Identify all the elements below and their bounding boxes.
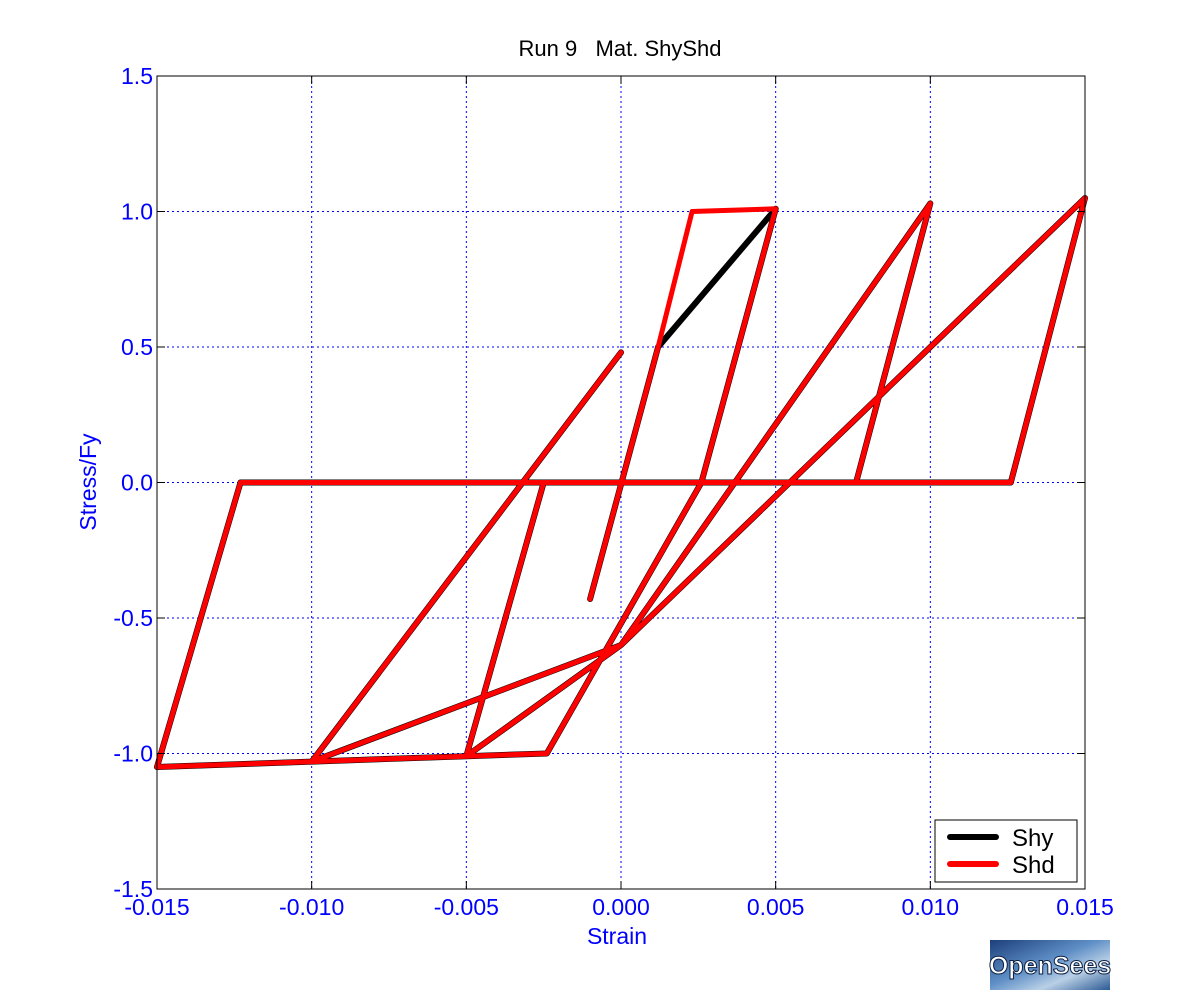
opensees-logo: OpenSees bbox=[988, 940, 1112, 990]
y-tick-label: 1.5 bbox=[121, 63, 153, 89]
y-axis: -1.5 -1.0 -0.5 0.0 0.5 1.0 1.5 bbox=[113, 63, 1085, 902]
chart-title: Run 9 Mat. ShyShd bbox=[519, 36, 722, 61]
y-tick-label: -0.5 bbox=[113, 605, 153, 631]
y-tick-label: 0.0 bbox=[121, 470, 153, 496]
x-tick-label: 0.015 bbox=[1056, 894, 1114, 920]
y-tick-label: 0.5 bbox=[121, 334, 153, 360]
legend-box bbox=[934, 819, 1078, 883]
y-tick-label: -1.5 bbox=[113, 876, 153, 902]
legend-label-shd: Shd bbox=[1012, 852, 1055, 879]
y-tick-label: 1.0 bbox=[121, 199, 153, 225]
x-tick-label: -0.015 bbox=[124, 894, 189, 920]
legend-label-shy: Shy bbox=[1012, 825, 1053, 852]
logo-text: OpenSees bbox=[989, 952, 1111, 980]
x-tick-label: -0.005 bbox=[434, 894, 499, 920]
x-tick-label: -0.010 bbox=[279, 894, 344, 920]
plot-area bbox=[154, 195, 1088, 770]
x-tick-label: 0.000 bbox=[592, 894, 650, 920]
x-axis-label: Strain bbox=[587, 923, 647, 949]
x-tick-label: 0.010 bbox=[902, 894, 960, 920]
x-tick-label: 0.005 bbox=[747, 894, 805, 920]
series-line-shd bbox=[154, 195, 1088, 770]
legend: Shy Shd bbox=[934, 819, 1078, 883]
x-axis: -0.015 -0.010 -0.005 0.000 0.005 0.010 0.015 bbox=[124, 76, 1114, 920]
y-tick-label: -1.0 bbox=[113, 741, 153, 767]
y-axis-label: Stress/Fy bbox=[75, 433, 101, 531]
